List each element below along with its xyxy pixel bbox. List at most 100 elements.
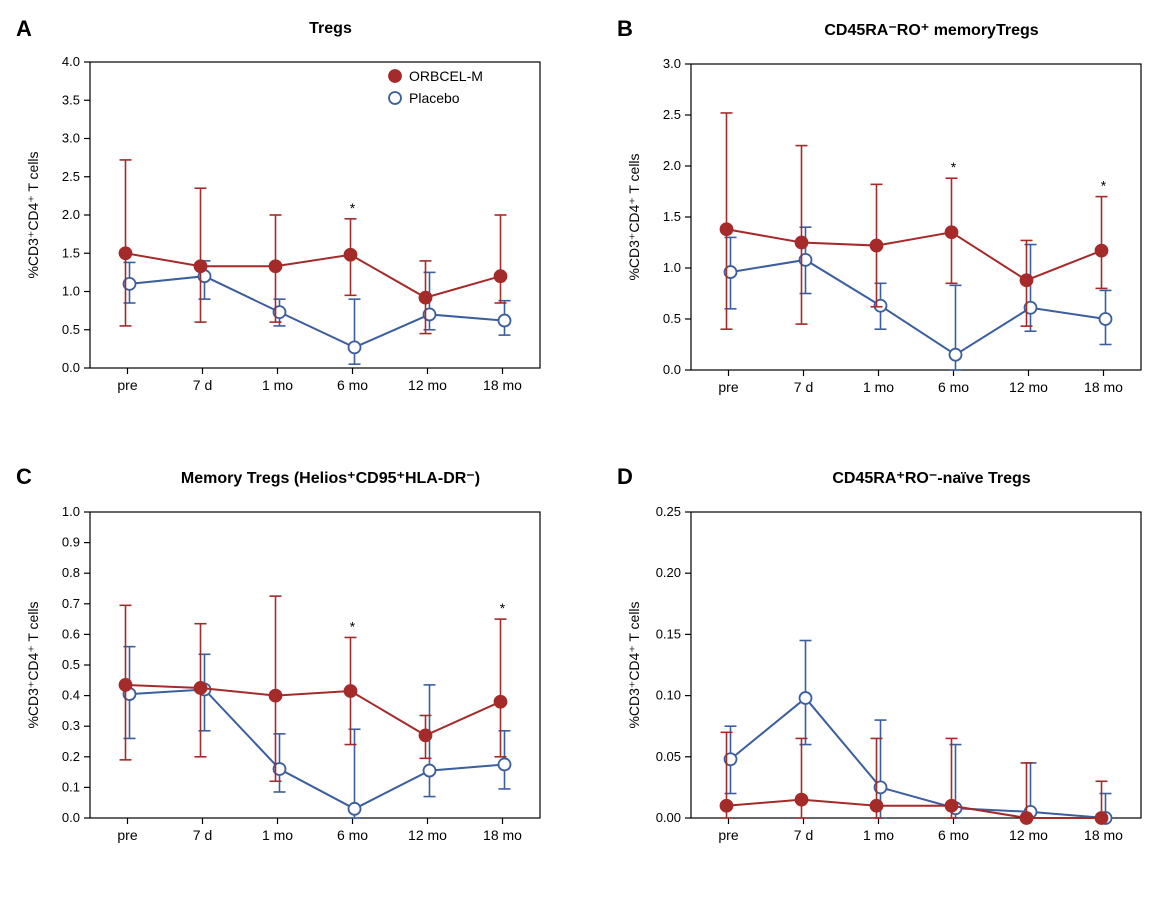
svg-text:pre: pre: [117, 827, 137, 843]
svg-text:6 mo: 6 mo: [337, 827, 368, 843]
svg-text:18 mo: 18 mo: [1084, 827, 1123, 843]
panel-title: Tregs: [20, 20, 581, 38]
svg-text:7 d: 7 d: [794, 827, 813, 843]
svg-text:0.3: 0.3: [62, 718, 80, 733]
orbcel-point: [195, 260, 207, 272]
svg-text:0.8: 0.8: [62, 565, 80, 580]
svg-text:0.0: 0.0: [663, 362, 681, 377]
svg-text:1 mo: 1 mo: [863, 827, 894, 843]
svg-text:12 mo: 12 mo: [408, 827, 447, 843]
orbcel-point: [871, 240, 883, 252]
svg-text:0.00: 0.00: [656, 810, 681, 825]
orbcel-point: [946, 226, 958, 238]
legend-label: ORBCEL-M: [409, 68, 483, 84]
svg-text:%CD3⁺CD4⁺ T cells: %CD3⁺CD4⁺ T cells: [25, 601, 41, 728]
legend-marker: [389, 92, 401, 104]
orbcel-point: [721, 799, 733, 811]
chart-svg: 0.00.51.01.52.02.53.0pre7 d1 mo6 mo12 mo…: [621, 46, 1161, 416]
svg-text:18 mo: 18 mo: [483, 827, 522, 843]
svg-text:0.9: 0.9: [62, 534, 80, 549]
placebo-point: [800, 692, 812, 704]
svg-text:1.0: 1.0: [663, 260, 681, 275]
panel-letter: B: [617, 16, 633, 42]
svg-text:12 mo: 12 mo: [1009, 827, 1048, 843]
svg-text:3.0: 3.0: [62, 131, 80, 146]
orbcel-point: [495, 270, 507, 282]
svg-text:7 d: 7 d: [794, 379, 813, 395]
orbcel-point: [120, 247, 132, 259]
svg-text:1.0: 1.0: [62, 284, 80, 299]
svg-text:0.1: 0.1: [62, 779, 80, 794]
svg-text:%CD3⁺CD4⁺ T cells: %CD3⁺CD4⁺ T cells: [25, 151, 41, 278]
chart-svg: 0.000.050.100.150.200.25pre7 d1 mo6 mo12…: [621, 494, 1161, 864]
svg-text:0.15: 0.15: [656, 626, 681, 641]
svg-text:*: *: [951, 159, 957, 175]
svg-text:0.5: 0.5: [663, 311, 681, 326]
svg-text:18 mo: 18 mo: [1084, 379, 1123, 395]
legend-marker: [389, 70, 401, 82]
svg-text:pre: pre: [718, 379, 738, 395]
svg-text:3.5: 3.5: [62, 92, 80, 107]
orbcel-point: [796, 237, 808, 249]
svg-text:0.05: 0.05: [656, 748, 681, 763]
panel-letter: D: [617, 464, 633, 490]
svg-text:0.2: 0.2: [62, 748, 80, 763]
orbcel-point: [120, 678, 132, 690]
svg-text:0.5: 0.5: [62, 322, 80, 337]
orbcel-point: [1021, 812, 1033, 824]
panel-A: ATregs0.00.51.01.52.02.53.03.54.0pre7 d1…: [20, 20, 581, 438]
orbcel-point: [871, 799, 883, 811]
svg-text:pre: pre: [117, 377, 137, 393]
panel-C: CMemory Tregs (Helios⁺CD95⁺HLA-DR⁻)0.00.…: [20, 468, 581, 886]
figure-grid: ATregs0.00.51.01.52.02.53.03.54.0pre7 d1…: [20, 20, 1162, 885]
placebo-point: [349, 341, 361, 353]
orbcel-point: [270, 260, 282, 272]
orbcel-point: [195, 681, 207, 693]
panel-letter: C: [16, 464, 32, 490]
orbcel-point: [1021, 274, 1033, 286]
svg-text:0.4: 0.4: [62, 687, 80, 702]
orbcel-point: [345, 249, 357, 261]
svg-text:18 mo: 18 mo: [483, 377, 522, 393]
svg-text:2.5: 2.5: [663, 107, 681, 122]
svg-text:12 mo: 12 mo: [1009, 379, 1048, 395]
panel-B: BCD45RA⁻RO⁺ memoryTregs0.00.51.01.52.02.…: [621, 20, 1162, 438]
svg-text:2.5: 2.5: [62, 169, 80, 184]
orbcel-point: [345, 685, 357, 697]
panel-title: Memory Tregs (Helios⁺CD95⁺HLA-DR⁻): [20, 468, 581, 488]
svg-text:6 mo: 6 mo: [938, 827, 969, 843]
legend-label: Placebo: [409, 90, 460, 106]
chart-svg: 0.00.10.20.30.40.50.60.70.80.91.0pre7 d1…: [20, 494, 560, 864]
svg-text:0.0: 0.0: [62, 360, 80, 375]
panel-letter: A: [16, 16, 32, 42]
orbcel-point: [420, 729, 432, 741]
svg-text:2.0: 2.0: [62, 207, 80, 222]
svg-text:6 mo: 6 mo: [337, 377, 368, 393]
svg-text:0.7: 0.7: [62, 595, 80, 610]
panel-D: DCD45RA⁺RO⁻-naïve Tregs0.000.050.100.150…: [621, 468, 1162, 886]
orbcel-point: [420, 292, 432, 304]
svg-text:1 mo: 1 mo: [863, 379, 894, 395]
svg-text:0.5: 0.5: [62, 657, 80, 672]
orbcel-point: [270, 689, 282, 701]
chart-svg: 0.00.51.01.52.02.53.03.54.0pre7 d1 mo6 m…: [20, 44, 560, 414]
orbcel-point: [721, 223, 733, 235]
svg-text:1 mo: 1 mo: [262, 827, 293, 843]
svg-text:7 d: 7 d: [193, 377, 212, 393]
placebo-point: [950, 349, 962, 361]
placebo-point: [499, 315, 511, 327]
svg-text:0.25: 0.25: [656, 504, 681, 519]
svg-text:%CD3⁺CD4⁺ T cells: %CD3⁺CD4⁺ T cells: [626, 601, 642, 728]
svg-text:1 mo: 1 mo: [262, 377, 293, 393]
svg-text:3.0: 3.0: [663, 56, 681, 71]
orbcel-point: [796, 793, 808, 805]
svg-text:1.0: 1.0: [62, 504, 80, 519]
orbcel-point: [1096, 245, 1108, 257]
orbcel-point: [946, 799, 958, 811]
orbcel-point: [1096, 812, 1108, 824]
placebo-point: [1100, 313, 1112, 325]
svg-text:0.6: 0.6: [62, 626, 80, 641]
svg-text:7 d: 7 d: [193, 827, 212, 843]
svg-text:*: *: [500, 600, 506, 616]
svg-text:*: *: [1101, 178, 1107, 194]
